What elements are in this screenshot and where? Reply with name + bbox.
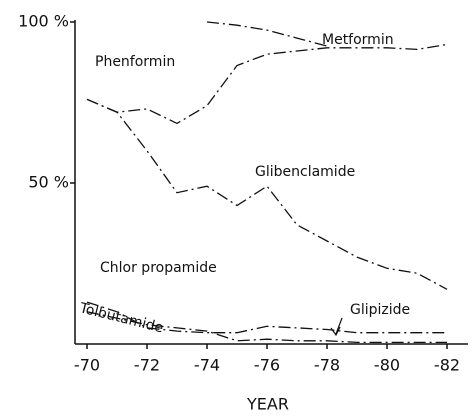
x-tick-label: -72 [134,356,160,375]
x-tick-label: -70 [74,356,100,375]
boundary-line [86,43,448,125]
x-tick-label: -80 [374,356,400,375]
x-axis-label: YEAR [246,395,289,414]
y-tick-label: 100 % [18,12,69,31]
x-tick-label: -82 [434,356,460,375]
boundary-line [86,98,448,290]
region-label: Chlor propamide [100,260,217,276]
boundary-line [86,301,447,334]
y-tick-label: 50 % [28,173,69,192]
region-label: Phenformin [95,54,175,70]
arrow [335,317,343,335]
x-tick-label: -78 [314,356,340,375]
region-label: Glipizide [350,302,410,318]
boundary-line [86,311,447,344]
boundary-line [206,21,328,47]
region-label: Tolbutamide [77,300,165,336]
region-label: Metformin [322,32,394,48]
x-tick-label: -76 [254,356,280,375]
region-label: Glibenclamide [255,164,355,180]
x-tick-label: -74 [194,356,220,375]
